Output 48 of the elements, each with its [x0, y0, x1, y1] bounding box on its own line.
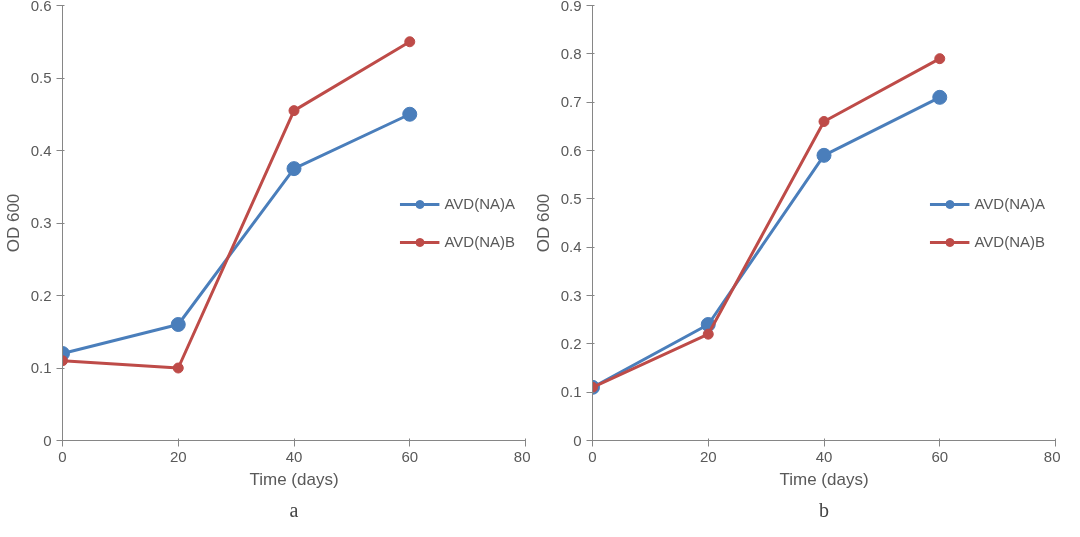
y-tick-label: 0.9 — [560, 0, 582, 14]
x-tick-label: 20 — [699, 447, 717, 465]
x-tick-label: 40 — [815, 447, 833, 465]
point — [702, 328, 714, 340]
x-tick-label: 20 — [169, 447, 187, 465]
x-tick-label: 60 — [931, 447, 949, 465]
x-tick-label: 0 — [588, 447, 597, 465]
y-tick-label: 0.2 — [560, 334, 582, 352]
legend-label: AVD(NA)A — [444, 195, 515, 212]
y-tick-label: 0.4 — [30, 141, 52, 159]
x-tick-label: 80 — [1043, 447, 1061, 465]
y-tick-label: 0.5 — [560, 189, 582, 207]
point — [288, 105, 300, 117]
y-tick-label: 0 — [573, 431, 582, 449]
y-tick-label: 0.1 — [30, 359, 52, 376]
y-tick-label: 0.6 — [560, 141, 582, 159]
y-tick-label: 0.1 — [560, 383, 582, 401]
point — [172, 362, 184, 374]
text: b — [819, 498, 829, 521]
y-tick-label: 0.3 — [30, 214, 52, 231]
point — [404, 36, 416, 48]
point — [170, 317, 186, 332]
x-tick-label: 60 — [401, 447, 419, 465]
y-axis-title: OD 600 — [3, 193, 23, 253]
x-tick-label: 40 — [285, 447, 303, 465]
legend-label: AVD(NA)B — [444, 233, 515, 250]
point — [816, 147, 832, 163]
y-tick-label: 0.8 — [560, 44, 582, 62]
point — [402, 106, 418, 122]
point — [818, 116, 830, 127]
y-tick-label: 0.7 — [560, 93, 582, 111]
x-axis-title: Time (days) — [779, 469, 869, 489]
y-tick-label: 0.5 — [30, 69, 52, 86]
y-tick-label: 0.3 — [560, 286, 582, 304]
y-tick-label: 0 — [43, 431, 52, 449]
legend-label: AVD(NA)B — [974, 233, 1045, 250]
y-tick-label: 0.2 — [30, 286, 52, 304]
point — [934, 53, 946, 65]
y-tick-label: 0.4 — [560, 238, 582, 256]
point — [932, 89, 948, 105]
legend-label: AVD(NA)A — [974, 195, 1045, 212]
point — [286, 161, 302, 177]
y-tick-label: 0.6 — [30, 0, 52, 14]
x-tick-label: 0 — [58, 447, 67, 465]
x-tick-label: 80 — [513, 447, 531, 465]
y-axis-title: OD 600 — [533, 193, 553, 253]
x-axis-title: Time (days) — [249, 469, 339, 489]
text: a — [289, 498, 299, 521]
